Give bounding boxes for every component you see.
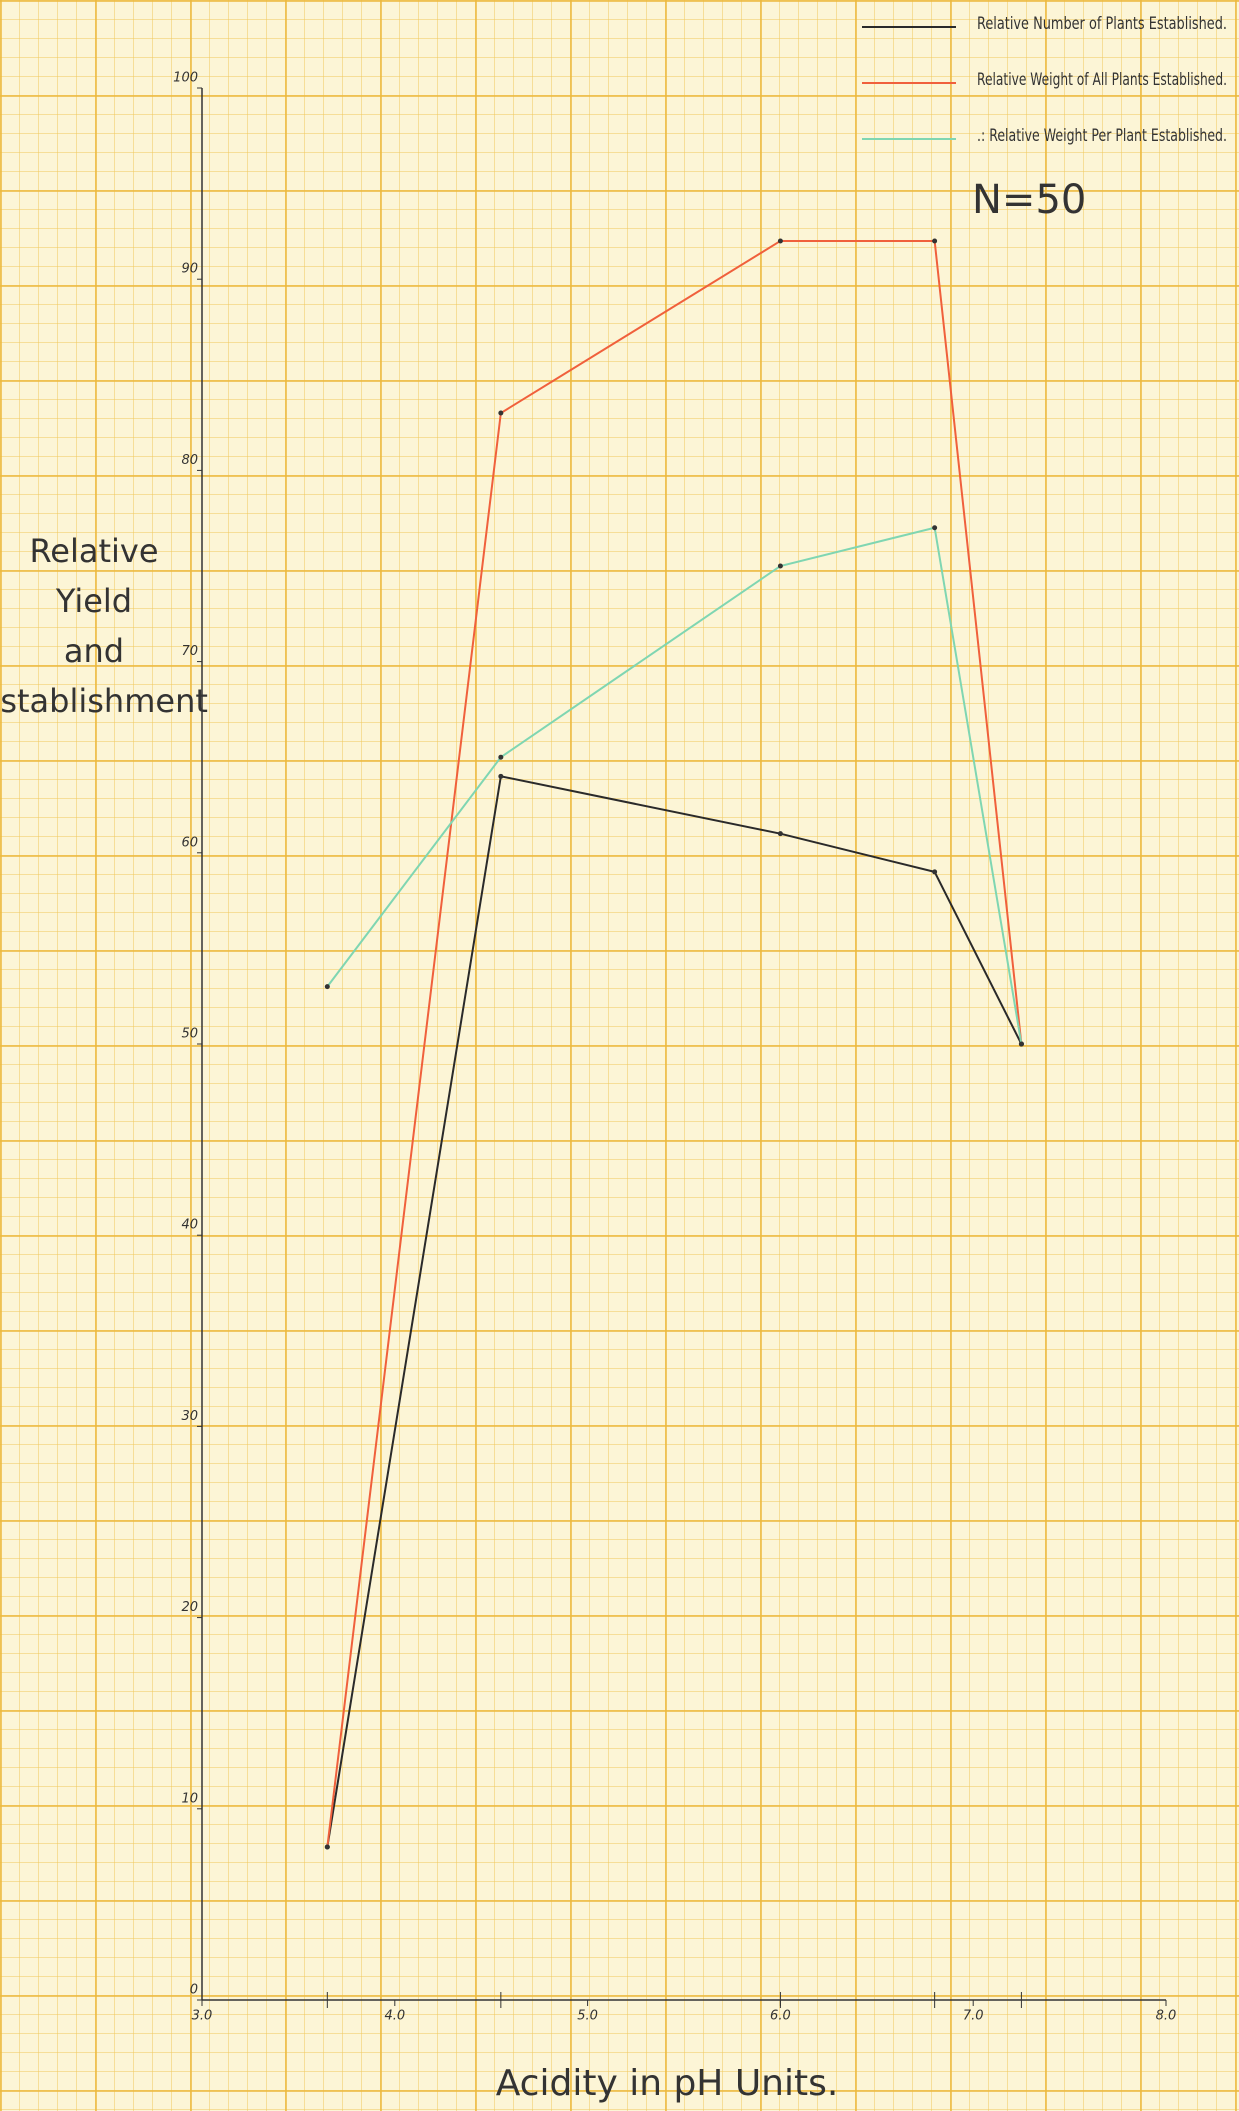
y-axis-label: Yield xyxy=(55,582,132,620)
y-tick-label: 10 xyxy=(181,1791,198,1806)
y-tick-label: 100 xyxy=(173,71,198,86)
data-point xyxy=(932,869,937,874)
y-tick-label: 90 xyxy=(181,262,198,277)
y-tick-label: 30 xyxy=(181,1409,198,1424)
x-tick-label: 8.0 xyxy=(1156,2009,1177,2024)
page: N=50 Acidity in pH Units. 0 10 20 30 40 50 60 7… xyxy=(0,0,1239,2111)
data-point xyxy=(1019,1042,1024,1047)
y-axis-label: Establishment xyxy=(0,682,208,720)
x-tick-label: 7.0 xyxy=(963,2009,984,2024)
y-tick-label: 80 xyxy=(181,453,198,468)
annotation: N=50 xyxy=(972,177,1086,223)
data-point xyxy=(932,525,937,530)
x-tick-label: 5.0 xyxy=(577,2009,598,2024)
y-tick-label: 40 xyxy=(181,1218,198,1233)
y-axis-label: Relative xyxy=(29,532,158,570)
x-tick-label: 3.0 xyxy=(192,2009,213,2024)
data-point xyxy=(325,1845,330,1850)
y-axis-label: and xyxy=(64,632,124,670)
y-tick-label: 70 xyxy=(181,644,198,659)
data-point xyxy=(498,755,503,760)
data-point xyxy=(778,564,783,569)
x-tick-label: 4.0 xyxy=(384,2009,405,2024)
chart: N=50 Acidity in pH Units. 0 10 20 30 40 50 60 7… xyxy=(0,0,1239,2111)
series-line xyxy=(327,776,1021,1847)
legend-label: .: Relative Weight Per Plant Established… xyxy=(977,126,1227,146)
legend-label: Relative Weight of All Plants Establishe… xyxy=(977,70,1227,90)
data-point xyxy=(778,831,783,836)
series-line xyxy=(327,528,1021,1044)
y-tick-label: 50 xyxy=(181,1027,198,1042)
data-point xyxy=(325,984,330,989)
data-point xyxy=(498,411,503,416)
y-tick-label: 60 xyxy=(181,835,198,850)
y-tick-label: 0 xyxy=(190,1983,198,1998)
data-point xyxy=(498,774,503,779)
legend-label: Relative Number of Plants Established. xyxy=(977,14,1227,34)
y-tick-label: 20 xyxy=(181,1600,198,1615)
x-tick-label: 6.0 xyxy=(770,2009,791,2024)
data-point xyxy=(932,238,937,243)
x-axis-label: Acidity in pH Units. xyxy=(496,2063,839,2104)
series-line xyxy=(327,241,1021,1847)
data-point xyxy=(778,238,783,243)
